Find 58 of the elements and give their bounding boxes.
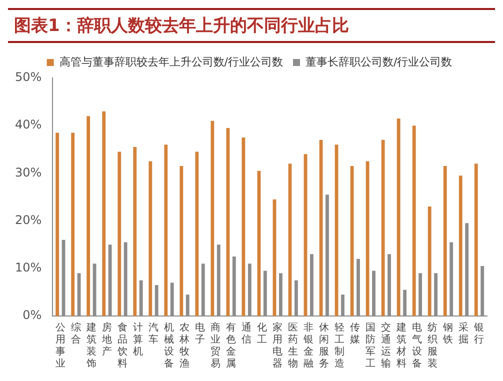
x-tick-label: 电气设备	[412, 322, 422, 370]
x-tick-label: 电子	[195, 322, 206, 346]
bar	[350, 166, 354, 316]
y-tick-label: 50%	[15, 70, 42, 84]
bar	[180, 166, 184, 316]
y-tick-label: 10%	[15, 260, 42, 275]
x-tick-label: 建筑装饰	[85, 322, 96, 370]
bar	[164, 144, 168, 316]
x-tick-label: 家用电器	[272, 322, 283, 370]
x-tick-label: 房地产	[100, 322, 112, 358]
bar	[118, 152, 122, 316]
bar	[458, 176, 462, 316]
x-tick-label: 计算机	[132, 322, 143, 358]
bar	[86, 116, 90, 316]
y-tick-label: 40%	[15, 118, 42, 132]
x-tick-label: 公用事业	[55, 322, 66, 370]
y-tick-label: 0%	[22, 308, 42, 322]
bar	[71, 132, 75, 316]
x-tick-label: 机械设备	[164, 322, 174, 370]
x-tick-label: 纺织服装	[428, 322, 438, 370]
legend-label: 高管与董事辞职较去年上升公司数/行业公司数	[59, 55, 284, 68]
x-tick-label: 建筑材料	[396, 322, 407, 370]
x-tick-label: 钢铁	[442, 322, 454, 346]
y-tick-label: 30%	[15, 165, 42, 180]
x-tick-label: 汽车	[148, 322, 158, 346]
x-tick-label: 通信	[242, 322, 252, 346]
x-tick-label: 采掘	[458, 322, 469, 346]
x-tick-label: 农林牧渔	[178, 322, 190, 370]
x-tick-label: 综合	[70, 322, 81, 346]
bar	[474, 164, 478, 316]
bar	[102, 111, 106, 316]
bar	[56, 132, 60, 316]
bar	[226, 128, 230, 316]
x-tick-label: 银行	[473, 322, 484, 346]
x-tick-label: 轻工制造	[334, 322, 345, 370]
bar	[443, 166, 447, 316]
x-tick-label: 休闲服务	[319, 322, 330, 370]
y-tick-label: 20%	[15, 212, 42, 227]
x-tick-label: 传媒	[350, 322, 360, 346]
x-tick-label: 非银金融	[302, 322, 314, 370]
x-tick-label: 食品饮料	[116, 322, 128, 370]
x-tick-label: 医药生物	[288, 322, 298, 370]
x-tick-label: 有色金属	[226, 322, 236, 370]
bar	[396, 118, 400, 316]
bar	[195, 152, 199, 316]
bar	[148, 161, 152, 316]
bar	[412, 126, 416, 316]
chart-title: 图表1：辞职人数较去年上升的不同行业占比	[14, 16, 349, 36]
x-tick-label: 商业贸易	[210, 322, 221, 370]
bar	[133, 147, 137, 316]
bar	[366, 161, 370, 316]
bar	[381, 140, 385, 316]
bar	[210, 120, 214, 316]
x-tick-label: 国防军工	[366, 322, 376, 370]
x-tick-label: 交通运输	[381, 322, 392, 370]
bar	[428, 206, 432, 316]
x-tick-label: 化工	[257, 322, 268, 346]
legend-label: 董事长辞职公司数/行业公司数	[306, 55, 452, 68]
